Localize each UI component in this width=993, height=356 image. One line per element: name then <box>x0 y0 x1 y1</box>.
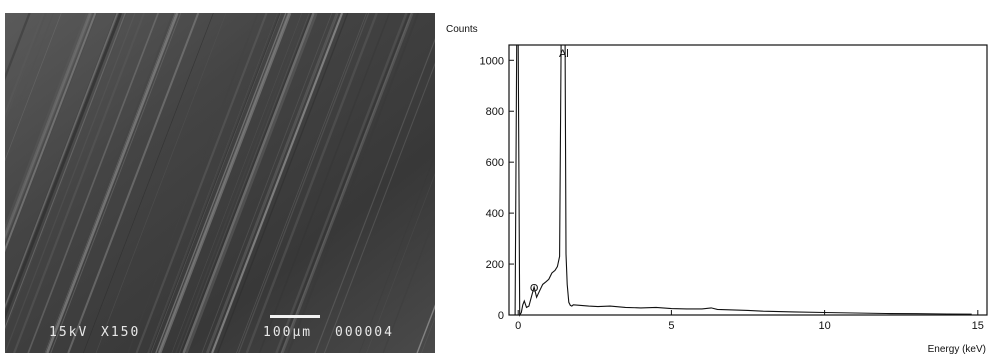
peak-label: O <box>530 282 539 294</box>
magnification: X150 <box>101 325 141 340</box>
y-tick-label: 600 <box>486 157 504 169</box>
sem-micrograph: 15kV X150 100μm 000004 <box>5 13 435 353</box>
eds-spectrum-chart: Counts Energy (keV) 0 200 400 600 800 1000 0 5… <box>440 0 993 356</box>
y-tick-label: 200 <box>486 259 504 271</box>
x-tick-label: 5 <box>668 320 674 332</box>
y-tick-label: 0 <box>498 310 504 322</box>
plot-frame <box>508 44 988 316</box>
image-number: 000004 <box>335 325 394 340</box>
sem-image <box>5 13 435 353</box>
scale-bar-label: 100μm <box>263 325 313 340</box>
y-axis-title: Counts <box>446 24 478 35</box>
y-tick-label: 800 <box>486 106 504 118</box>
x-tick-label: 10 <box>818 320 830 332</box>
y-tick-label: 400 <box>486 208 504 220</box>
x-tick-label: 15 <box>972 320 984 332</box>
x-axis-title: Energy (keV) <box>928 344 986 355</box>
micrograph-info-bar: 15kV X150 100μm 000004 <box>5 325 435 345</box>
chart-canvas: Counts Energy (keV) 0 200 400 600 800 1000 0 5… <box>446 24 988 355</box>
scale-bar <box>270 315 320 318</box>
y-tick-label: 1000 <box>480 55 504 67</box>
peak-label: Al <box>559 48 569 60</box>
spectrum-series-line <box>514 44 972 317</box>
x-tick-label: 0 <box>515 320 521 332</box>
accelerating-voltage: 15kV <box>49 325 89 340</box>
